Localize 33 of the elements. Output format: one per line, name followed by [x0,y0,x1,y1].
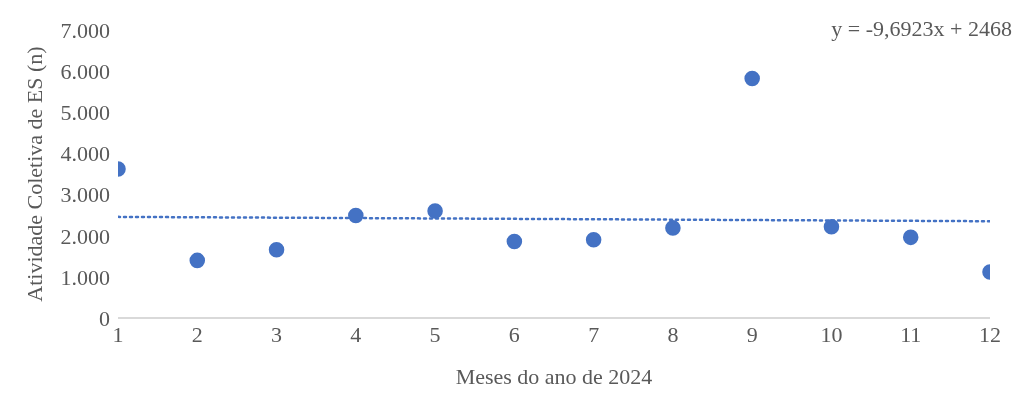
x-tick-label: 5 [429,321,441,347]
x-tick-label: 12 [979,321,1001,347]
y-tick-label: 5.000 [60,100,110,126]
x-tick-label: 6 [508,321,520,347]
x-tick-label: 3 [271,321,283,347]
point [427,203,443,219]
x-tick-label: 9 [746,321,758,347]
y-tick-label: 0 [99,305,110,331]
y-tick-label: 7.000 [60,17,110,43]
y-axis-title: Atividade Coletiva de ES (n) [21,46,47,302]
point [665,220,681,236]
y-tick-label: 3.000 [60,182,110,208]
x-tick-label: 10 [820,321,843,347]
point [823,218,840,235]
point [744,70,760,87]
x-tick-label: 2 [191,321,203,347]
point [506,233,523,250]
x-tick-label: 4 [350,321,362,347]
y-tick-label: 2.000 [60,223,110,249]
y-tick-label: 6.000 [60,58,110,84]
y-tick-label: 4.000 [60,141,110,167]
x-tick-label: 8 [667,321,679,347]
annotation: y = -9,6923x + 2468 [831,16,1012,42]
point [902,229,919,246]
point [585,232,602,248]
x-tick-label: 11 [900,321,922,347]
point [348,207,364,224]
y-tick-label: 1.000 [60,264,110,290]
x-axis-title: Meses do ano de 2024 [455,363,653,389]
point [268,241,285,258]
x-tick-label: 1 [112,321,124,347]
x-tick-label: 7 [588,321,600,347]
point [189,252,206,269]
